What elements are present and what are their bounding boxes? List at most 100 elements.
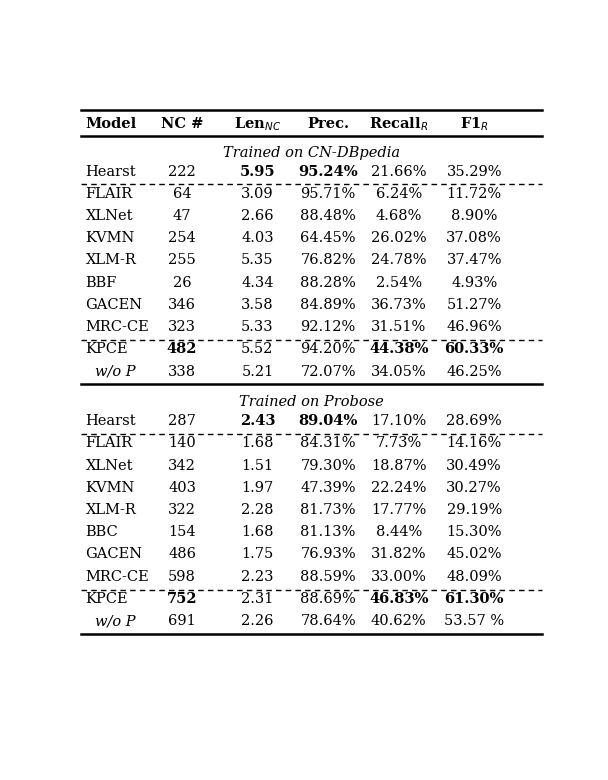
Text: 222: 222 <box>168 165 196 179</box>
Text: w/o P: w/o P <box>95 364 136 378</box>
Text: 61.30%: 61.30% <box>444 592 504 606</box>
Text: 1.51: 1.51 <box>241 459 274 473</box>
Text: 5.21: 5.21 <box>241 364 274 378</box>
Text: GACEN: GACEN <box>85 298 142 312</box>
Text: 598: 598 <box>168 569 196 583</box>
Text: 2.43: 2.43 <box>240 414 275 428</box>
Text: 35.29%: 35.29% <box>446 165 502 179</box>
Text: KVMN: KVMN <box>85 480 135 495</box>
Text: 94.20%: 94.20% <box>300 342 356 356</box>
Text: KVMN: KVMN <box>85 231 135 245</box>
Text: 346: 346 <box>168 298 196 312</box>
Text: 2.28: 2.28 <box>241 503 274 517</box>
Text: 4.03: 4.03 <box>241 231 274 245</box>
Text: 46.83%: 46.83% <box>369 592 429 606</box>
Text: 254: 254 <box>168 231 196 245</box>
Text: 4.34: 4.34 <box>241 275 274 289</box>
Text: 26: 26 <box>173 275 192 289</box>
Text: F1$_R$: F1$_R$ <box>460 115 489 133</box>
Text: 92.12%: 92.12% <box>300 320 356 334</box>
Text: 88.48%: 88.48% <box>300 209 356 223</box>
Text: GACEN: GACEN <box>85 548 142 562</box>
Text: 5.95: 5.95 <box>240 165 275 179</box>
Text: 30.27%: 30.27% <box>446 480 502 495</box>
Text: 88.59%: 88.59% <box>300 569 356 583</box>
Text: 482: 482 <box>167 342 197 356</box>
Text: XLNet: XLNet <box>85 209 133 223</box>
Text: 1.75: 1.75 <box>241 548 274 562</box>
Text: FLAIR: FLAIR <box>85 186 133 200</box>
Text: 322: 322 <box>168 503 196 517</box>
Text: 72.07%: 72.07% <box>300 364 356 378</box>
Text: 3.58: 3.58 <box>241 298 274 312</box>
Text: XLNet: XLNet <box>85 459 133 473</box>
Text: 338: 338 <box>168 364 196 378</box>
Text: 6.24%: 6.24% <box>376 186 422 200</box>
Text: 403: 403 <box>168 480 196 495</box>
Text: 2.66: 2.66 <box>241 209 274 223</box>
Text: 31.51%: 31.51% <box>371 320 426 334</box>
Text: 24.78%: 24.78% <box>371 254 427 268</box>
Text: BBF: BBF <box>85 275 117 289</box>
Text: Trained on Probose: Trained on Probose <box>239 395 384 410</box>
Text: 1.97: 1.97 <box>241 480 274 495</box>
Text: 46.25%: 46.25% <box>446 364 502 378</box>
Text: Hearst: Hearst <box>85 165 136 179</box>
Text: 76.93%: 76.93% <box>300 548 356 562</box>
Text: 14.16%: 14.16% <box>446 436 502 450</box>
Text: 88.69%: 88.69% <box>300 592 356 606</box>
Text: 8.44%: 8.44% <box>376 525 422 539</box>
Text: 5.35: 5.35 <box>241 254 274 268</box>
Text: 79.30%: 79.30% <box>300 459 356 473</box>
Text: 34.05%: 34.05% <box>371 364 427 378</box>
Text: 287: 287 <box>168 414 196 428</box>
Text: 2.31: 2.31 <box>241 592 274 606</box>
Text: Prec.: Prec. <box>307 117 349 131</box>
Text: 4.93%: 4.93% <box>451 275 497 289</box>
Text: 81.73%: 81.73% <box>300 503 356 517</box>
Text: XLM-R: XLM-R <box>85 254 136 268</box>
Text: 30.49%: 30.49% <box>446 459 502 473</box>
Text: 691: 691 <box>168 614 196 628</box>
Text: 2.23: 2.23 <box>241 569 274 583</box>
Text: 51.27%: 51.27% <box>446 298 502 312</box>
Text: 84.89%: 84.89% <box>300 298 356 312</box>
Text: 37.47%: 37.47% <box>446 254 502 268</box>
Text: 18.87%: 18.87% <box>371 459 427 473</box>
Text: FLAIR: FLAIR <box>85 436 133 450</box>
Text: 46.96%: 46.96% <box>446 320 502 334</box>
Text: 44.38%: 44.38% <box>369 342 429 356</box>
Text: 323: 323 <box>168 320 196 334</box>
Text: 95.71%: 95.71% <box>300 186 356 200</box>
Text: 64.45%: 64.45% <box>300 231 356 245</box>
Text: 140: 140 <box>168 436 196 450</box>
Text: 64: 64 <box>173 186 192 200</box>
Text: Hearst: Hearst <box>85 414 136 428</box>
Text: 37.08%: 37.08% <box>446 231 502 245</box>
Text: 3.09: 3.09 <box>241 186 274 200</box>
Text: MRC-CE: MRC-CE <box>85 320 149 334</box>
Text: 78.64%: 78.64% <box>300 614 356 628</box>
Text: 15.30%: 15.30% <box>446 525 502 539</box>
Text: 88.28%: 88.28% <box>300 275 356 289</box>
Text: 2.54%: 2.54% <box>376 275 422 289</box>
Text: 5.52: 5.52 <box>241 342 274 356</box>
Text: 8.90%: 8.90% <box>451 209 497 223</box>
Text: 17.10%: 17.10% <box>371 414 426 428</box>
Text: 154: 154 <box>168 525 196 539</box>
Text: KPCE: KPCE <box>85 592 128 606</box>
Text: 1.68: 1.68 <box>241 525 274 539</box>
Text: 17.77%: 17.77% <box>371 503 426 517</box>
Text: XLM-R: XLM-R <box>85 503 136 517</box>
Text: 5.33: 5.33 <box>241 320 274 334</box>
Text: Trained on CN-DBpedia: Trained on CN-DBpedia <box>223 146 400 160</box>
Text: 84.31%: 84.31% <box>300 436 356 450</box>
Text: 255: 255 <box>168 254 196 268</box>
Text: 40.62%: 40.62% <box>371 614 427 628</box>
Text: 45.02%: 45.02% <box>446 548 502 562</box>
Text: 342: 342 <box>168 459 196 473</box>
Text: 21.66%: 21.66% <box>371 165 427 179</box>
Text: 752: 752 <box>167 592 198 606</box>
Text: 29.19%: 29.19% <box>446 503 502 517</box>
Text: 81.13%: 81.13% <box>300 525 356 539</box>
